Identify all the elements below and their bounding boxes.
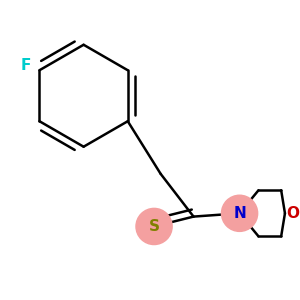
- Text: F: F: [21, 58, 32, 73]
- Circle shape: [221, 195, 258, 231]
- Text: O: O: [287, 206, 300, 221]
- Text: S: S: [148, 219, 160, 234]
- Text: N: N: [233, 206, 246, 221]
- Circle shape: [136, 208, 172, 244]
